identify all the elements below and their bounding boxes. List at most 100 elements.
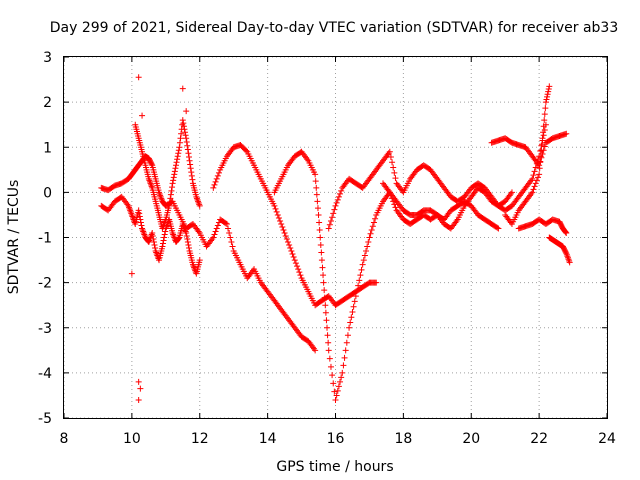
data-point bbox=[372, 215, 379, 222]
data-point bbox=[183, 232, 190, 239]
data-point bbox=[333, 392, 340, 399]
data-point bbox=[135, 74, 142, 81]
data-point bbox=[325, 347, 332, 354]
data-point bbox=[545, 88, 552, 95]
data-point bbox=[334, 196, 341, 203]
data-point bbox=[184, 236, 191, 243]
series-track-10 bbox=[515, 216, 570, 236]
data-point bbox=[139, 112, 146, 119]
data-point bbox=[314, 205, 321, 212]
data-point bbox=[542, 105, 549, 112]
data-point bbox=[137, 216, 144, 223]
data-point bbox=[320, 272, 327, 279]
data-point bbox=[337, 378, 344, 385]
data-point bbox=[508, 189, 515, 196]
data-point bbox=[275, 214, 282, 221]
data-point bbox=[529, 175, 536, 182]
data-point bbox=[149, 232, 156, 239]
data-point bbox=[136, 210, 143, 217]
data-point bbox=[187, 165, 194, 172]
data-point bbox=[294, 263, 301, 270]
data-point bbox=[331, 388, 338, 395]
data-point bbox=[333, 199, 340, 206]
series-track-8 bbox=[488, 130, 570, 169]
data-point bbox=[531, 183, 538, 190]
data-point bbox=[495, 225, 502, 232]
data-point bbox=[183, 135, 190, 142]
x-tick-label: 18 bbox=[394, 431, 412, 447]
x-tick-label: 20 bbox=[462, 431, 480, 447]
data-point bbox=[272, 205, 279, 212]
data-point bbox=[274, 211, 281, 218]
data-point bbox=[188, 172, 195, 179]
data-point bbox=[358, 266, 365, 273]
y-tick-label: 1 bbox=[43, 140, 52, 156]
data-point bbox=[312, 171, 319, 178]
data-point bbox=[540, 132, 547, 139]
data-point bbox=[273, 208, 280, 215]
data-point bbox=[177, 135, 184, 142]
data-point bbox=[538, 147, 545, 154]
data-point bbox=[347, 319, 354, 326]
data-point bbox=[184, 142, 191, 149]
data-point bbox=[544, 91, 551, 98]
data-point bbox=[162, 228, 169, 235]
data-point bbox=[339, 369, 346, 376]
data-point bbox=[160, 237, 167, 244]
data-point bbox=[189, 176, 196, 183]
data-point bbox=[335, 383, 342, 390]
data-point bbox=[186, 245, 193, 252]
data-point bbox=[222, 220, 229, 227]
data-point bbox=[545, 85, 552, 92]
data-point bbox=[546, 83, 553, 90]
y-tick-label: 3 bbox=[43, 50, 52, 66]
data-point bbox=[295, 266, 302, 273]
data-point bbox=[343, 339, 350, 346]
data-point bbox=[271, 202, 278, 209]
data-point bbox=[373, 279, 380, 286]
x-tick-label: 14 bbox=[259, 431, 277, 447]
data-point bbox=[531, 168, 538, 175]
data-point bbox=[182, 132, 189, 139]
data-point bbox=[179, 117, 186, 124]
data-point bbox=[563, 229, 570, 236]
x-tick-label: 10 bbox=[123, 431, 141, 447]
data-point bbox=[329, 214, 336, 221]
data-point bbox=[226, 229, 233, 236]
data-point bbox=[135, 378, 142, 385]
data-point bbox=[211, 231, 218, 238]
data-point bbox=[184, 146, 191, 153]
data-point bbox=[176, 139, 183, 146]
data-point bbox=[529, 189, 536, 196]
data-point bbox=[183, 229, 190, 236]
data-point bbox=[289, 251, 296, 258]
data-point bbox=[352, 293, 359, 300]
data-point bbox=[342, 347, 349, 354]
data-point bbox=[566, 259, 573, 266]
series-track-1 bbox=[98, 153, 319, 354]
data-point bbox=[316, 219, 323, 226]
data-point bbox=[332, 202, 339, 209]
data-point bbox=[368, 226, 375, 233]
data-point bbox=[356, 277, 363, 284]
y-tick-label: -4 bbox=[38, 366, 52, 382]
data-point bbox=[334, 387, 341, 394]
data-point bbox=[287, 245, 294, 252]
data-point bbox=[369, 223, 376, 230]
data-point bbox=[186, 154, 193, 161]
data-point bbox=[180, 123, 187, 130]
data-point bbox=[161, 231, 168, 238]
data-point bbox=[325, 339, 332, 346]
data-point bbox=[344, 332, 351, 339]
data-point bbox=[297, 272, 304, 279]
data-point bbox=[386, 148, 393, 155]
series-track-3 bbox=[132, 117, 203, 232]
data-point bbox=[389, 159, 396, 166]
data-point bbox=[364, 243, 371, 250]
data-point bbox=[150, 236, 157, 243]
data-point bbox=[365, 239, 372, 246]
y-tick-label: 0 bbox=[43, 185, 52, 201]
data-point bbox=[323, 317, 330, 324]
data-point bbox=[318, 257, 325, 264]
